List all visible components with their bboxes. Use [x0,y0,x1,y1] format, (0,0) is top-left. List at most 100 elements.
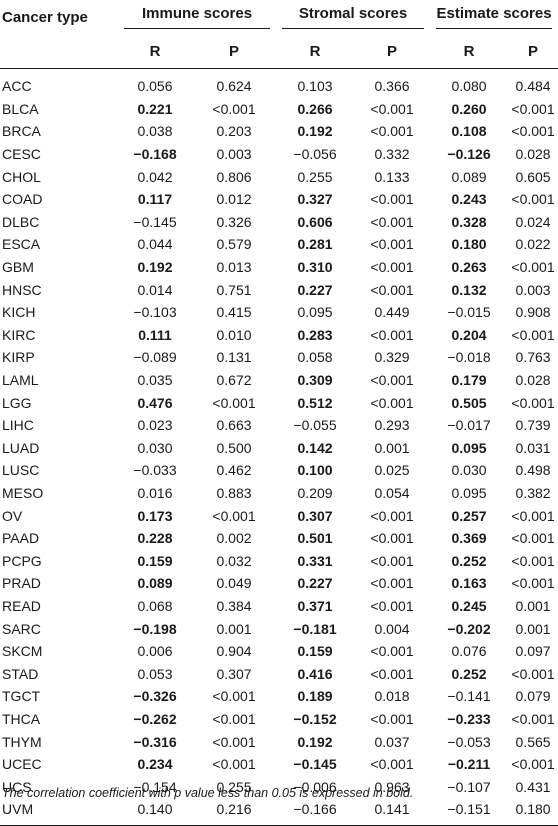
table-row: KICH −0.103 0.415 0.095 0.449 −0.015 0.908 [0,301,558,324]
r-value-cell: −0.211 [447,756,491,773]
p-value-cell: 0.624 [216,78,252,95]
p-value-cell: 0.498 [515,462,551,479]
p-value-cell: <0.001 [511,710,555,727]
estimate-scores-header: Estimate scores [430,0,558,34]
p-value-cell: <0.001 [370,575,414,592]
p-value-cell: 0.018 [374,688,410,705]
r-value-cell: 0.221 [137,100,173,117]
r-value-cell: 0.228 [137,530,173,547]
r-value-cell: 0.189 [297,688,333,705]
r-value-cell: −0.233 [447,710,491,727]
r-value-cell: 0.100 [297,462,333,479]
stromal-scores-header: Stromal scores [276,0,430,34]
p-value-cell: 0.663 [216,417,252,434]
table-row: UCS −0.154 0.255 −0.006 0.963 −0.107 0.431 [0,775,558,798]
p-value-cell: 0.384 [216,597,252,614]
r-value-cell: 0.371 [297,597,333,614]
r-value-cell: 0.281 [297,236,333,253]
p-value-cell: <0.001 [511,326,555,343]
p-value-cell: <0.001 [370,191,414,208]
r-value-cell: −0.198 [133,620,177,637]
p-value-cell: 0.097 [515,643,551,660]
cancer-type-cell: MESO [2,484,44,501]
p-value-cell: <0.001 [212,733,256,750]
table-row: BLCA 0.221 <0.001 0.266 <0.001 0.260 <0.001 [0,98,558,121]
p-value-cell: 0.565 [515,733,551,750]
table-row: HNSC 0.014 0.751 0.227 <0.001 0.132 0.003 [0,278,558,301]
subheader-r: R [430,34,509,69]
cancer-type-cell: PAAD [2,530,40,547]
p-value-cell: 0.003 [515,281,551,298]
r-value-cell: 0.512 [297,394,333,411]
p-value-cell: <0.001 [511,507,555,524]
p-value-cell: 0.763 [515,349,551,366]
table-row: LUAD 0.030 0.500 0.142 0.001 0.095 0.031 [0,437,558,460]
r-value-cell: −0.151 [430,798,509,826]
p-value-cell: 0.904 [216,643,252,660]
r-value-cell: 0.416 [297,665,333,682]
p-value-cell: <0.001 [370,507,414,524]
r-value-cell: −0.316 [133,733,177,750]
r-value-cell: 0.142 [297,439,333,456]
cancer-type-cell: KIRP [2,349,35,366]
r-value-cell: 0.159 [137,552,173,569]
r-value-cell: 0.310 [297,259,333,276]
cancer-type-cell: HNSC [2,281,42,298]
p-value-cell: <0.001 [511,123,555,140]
cancer-type-header: Cancer type [2,8,88,26]
table-row: THYM −0.316 <0.001 0.192 0.037 −0.053 0.565 [0,730,558,753]
p-value-cell: 0.079 [515,688,551,705]
r-value-cell: 0.103 [297,78,333,95]
p-value-cell: 0.672 [216,372,252,389]
table-row: PAAD 0.228 0.002 0.501 <0.001 0.369 <0.001 [0,527,558,550]
r-value-cell: 0.111 [138,326,172,343]
p-value-cell: <0.001 [370,756,414,773]
r-value-cell: 0.328 [451,213,487,230]
r-value-cell: −0.202 [447,620,491,637]
cancer-type-cell: ESCA [2,236,41,253]
r-value-cell: −0.141 [447,688,491,705]
cancer-type-cell: KICH [2,304,36,321]
r-value-cell: 0.255 [297,168,333,185]
r-value-cell: −0.056 [293,146,337,163]
r-value-cell: −0.262 [133,710,177,727]
r-value-cell: 0.227 [297,281,333,298]
r-value-cell: −0.145 [293,756,337,773]
p-value-cell: 0.382 [515,484,551,501]
r-value-cell: 0.095 [297,304,333,321]
r-value-cell: 0.089 [451,168,487,185]
cancer-type-cell: THCA [2,710,41,727]
p-value-cell: 0.028 [515,146,551,163]
r-value-cell: 0.192 [297,733,333,750]
r-value-cell: −0.145 [133,213,177,230]
table-row: SARC −0.198 0.001 −0.181 0.004 −0.202 0.001 [0,617,558,640]
p-value-cell: 0.002 [216,530,252,547]
r-value-cell: −0.166 [276,798,355,826]
r-value-cell: 0.030 [451,462,487,479]
r-value-cell: 0.204 [451,326,487,343]
r-value-cell: 0.505 [451,394,487,411]
r-value-cell: 0.369 [451,530,487,547]
table-row: LUSC −0.033 0.462 0.100 0.025 0.030 0.498 [0,459,558,482]
p-value-cell: <0.001 [370,530,414,547]
p-value-cell: 0.806 [216,168,252,185]
cancer-type-cell: UCS [2,778,32,795]
p-value-cell: 0.025 [374,462,410,479]
r-value-cell: 0.173 [137,507,173,524]
cancer-type-cell: LGG [2,394,32,411]
cancer-type-cell: CESC [2,146,41,163]
subheader-p: P [354,34,431,69]
r-value-cell: 0.042 [137,168,173,185]
p-value-cell: <0.001 [370,552,414,569]
r-value-cell: 0.327 [297,191,333,208]
table-row: ESCA 0.044 0.579 0.281 <0.001 0.180 0.022 [0,233,558,256]
r-value-cell: 0.307 [297,507,333,524]
r-value-cell: 0.309 [297,372,333,389]
r-value-cell: 0.501 [297,530,333,547]
r-value-cell: 0.006 [137,643,173,660]
table-row: KIRP −0.089 0.131 0.058 0.329 −0.018 0.763 [0,346,558,369]
p-value-cell: 0.037 [374,733,410,750]
r-value-cell: −0.018 [447,349,491,366]
table-row: BRCA 0.038 0.203 0.192 <0.001 0.108 <0.001 [0,120,558,143]
